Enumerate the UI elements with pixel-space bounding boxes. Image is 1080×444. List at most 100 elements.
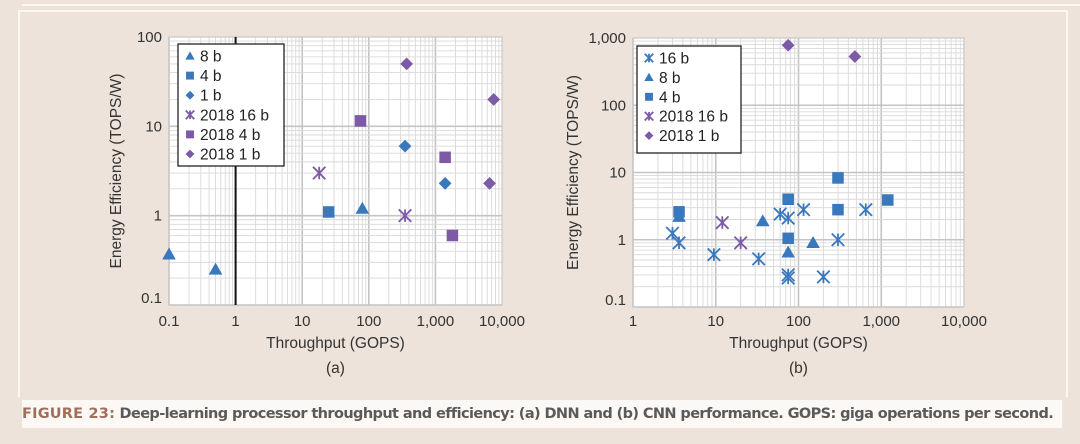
series-8-b <box>672 209 820 258</box>
y-axis-label: Energy Efficiency (TOPS/W) <box>565 75 582 270</box>
data-point <box>782 232 794 245</box>
legend-label: 4 b <box>659 89 681 106</box>
legend-label: 16 b <box>659 51 689 68</box>
data-point <box>773 207 788 222</box>
data-point <box>816 270 831 284</box>
legend-label: 8 b <box>200 49 222 66</box>
x-tick-label: 100 <box>786 313 811 330</box>
legend-marker <box>644 111 654 122</box>
x-tick-label: 10,000 <box>941 313 987 330</box>
data-point <box>831 232 845 247</box>
legend-item: 4 b <box>186 68 222 85</box>
legend-item: 2018 1 b <box>644 128 719 145</box>
series-2018-1-b <box>400 57 501 190</box>
legend-marker <box>185 51 195 60</box>
data-point <box>832 203 844 216</box>
legend-label: 4 b <box>200 68 222 85</box>
legend-item: 2018 16 b <box>185 107 269 124</box>
x-axis-label: Throughput (GOPS) <box>266 335 405 352</box>
chart-a: 0.1 1 10 100 1,000 10,000 0.1 1 10 100 Throughput … <box>108 29 525 377</box>
y-tick-label: 1 <box>618 232 626 249</box>
data-point <box>673 206 685 218</box>
plot-border <box>168 36 503 306</box>
series-16-b <box>665 202 873 285</box>
data-point <box>312 166 327 180</box>
data-point <box>355 201 370 214</box>
x-tick-label: 100 <box>356 313 381 330</box>
series-2018-4-b <box>354 115 459 242</box>
data-points <box>162 57 501 275</box>
legend-marker <box>185 149 195 159</box>
data-point <box>162 247 176 260</box>
x-tick-label: 10 <box>294 313 311 330</box>
x-tick-label: 1 <box>629 313 637 330</box>
data-point <box>751 251 766 266</box>
data-point <box>781 38 795 52</box>
series-4-b <box>322 206 335 218</box>
data-point <box>733 235 748 250</box>
data-point <box>882 194 894 206</box>
x-tick-label: 0.1 <box>159 313 180 330</box>
data-point <box>858 202 873 217</box>
series-8-b <box>162 201 370 275</box>
data-point <box>208 262 223 275</box>
data-point <box>781 245 795 258</box>
y-tick-label: 10 <box>609 165 626 182</box>
legend-label: 2018 16 b <box>200 107 269 124</box>
legend-label: 1 b <box>200 88 222 105</box>
legend-label: 2018 4 b <box>200 127 260 144</box>
y-axis-label: Energy Efficiency (TOPS/W) <box>108 74 125 269</box>
legend-marker <box>644 53 654 63</box>
series-2018-1-b <box>781 38 862 63</box>
data-point <box>672 235 686 250</box>
legend-marker <box>186 130 194 139</box>
series-2018-16-b <box>312 166 412 223</box>
data-point <box>796 202 811 217</box>
legend-item: 2018 1 b <box>185 147 260 164</box>
legend-label: 2018 16 b <box>659 109 728 126</box>
legend-item: 2018 4 b <box>186 127 260 144</box>
legend-marker <box>185 109 195 120</box>
y-tick-label: 0.1 <box>605 292 626 309</box>
series-1-b <box>398 139 452 190</box>
panel-label: (b) <box>789 360 808 377</box>
legend-label: 8 b <box>659 70 681 87</box>
data-point <box>848 50 862 63</box>
y-tick-label: 1,000 <box>588 30 626 47</box>
y-tick-label: 100 <box>601 97 626 114</box>
data-point <box>487 93 501 106</box>
x-tick-label: 10,000 <box>479 313 525 330</box>
data-point <box>806 236 820 249</box>
figure-caption-text: Deep-learning processor throughput and e… <box>115 406 1054 422</box>
legend-item: 1 b <box>185 88 222 105</box>
data-point <box>755 214 770 227</box>
data-points <box>665 38 894 285</box>
legend-item: 8 b <box>644 70 681 87</box>
y-tick-label: 10 <box>145 118 162 135</box>
data-point <box>354 115 367 127</box>
legend-item: 16 b <box>644 51 689 68</box>
data-point <box>707 247 721 262</box>
panel-label: (a) <box>326 360 345 377</box>
legend: 8 b 4 b 1 b 2018 16 b 2018 4 b 2018 1 b <box>177 43 285 167</box>
legend-box <box>177 43 285 167</box>
legend: 16 b 8 b 4 b 2018 16 b 2018 1 b <box>636 45 742 154</box>
legend-label: 2018 1 b <box>200 147 260 164</box>
x-tick-label: 1 <box>231 313 239 330</box>
legend-marker <box>185 90 195 100</box>
data-point <box>400 57 414 71</box>
figure-caption: FIGURE 23: Deep-learning processor throu… <box>22 400 1062 428</box>
data-point <box>398 139 412 153</box>
legend-label: 2018 1 b <box>659 128 719 145</box>
legend-box <box>636 45 742 154</box>
data-point <box>446 229 459 242</box>
data-point <box>438 176 452 190</box>
legend-item: 2018 16 b <box>644 109 728 126</box>
data-point <box>322 206 335 218</box>
x-tick-label: 10 <box>707 313 724 330</box>
chart-b: 1 10 100 1,000 10,0000.11101001,000Throughpu… <box>565 30 987 377</box>
x-tick-label: 1,000 <box>862 313 900 330</box>
x-tick-label: 1,000 <box>417 313 455 330</box>
data-point <box>832 172 844 184</box>
plot-border <box>632 37 965 308</box>
